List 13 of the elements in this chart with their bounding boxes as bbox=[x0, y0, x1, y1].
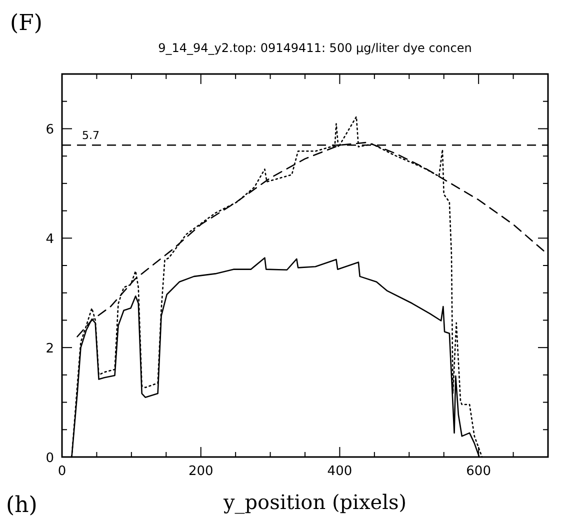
ref-line-label: 5.7 bbox=[82, 129, 100, 142]
x-tick-label: 600 bbox=[466, 464, 491, 479]
text: (h) bbox=[6, 493, 38, 518]
y-tick-label: 6 bbox=[46, 122, 54, 138]
x-axis-title: y_position (pixels) bbox=[222, 490, 407, 514]
x-tick-label: 400 bbox=[327, 464, 352, 479]
text: (F) bbox=[10, 11, 42, 36]
x-tick-label: 0 bbox=[58, 464, 66, 479]
chart-title: 9_14_94_y2.top: 09149411: 500 μg/liter dye concen bbox=[158, 41, 472, 55]
y-tick-label: 0 bbox=[46, 451, 54, 466]
y-tick-label: 4 bbox=[46, 232, 54, 248]
y-tick-label: 2 bbox=[46, 342, 54, 357]
x-tick-label: 200 bbox=[188, 464, 214, 479]
